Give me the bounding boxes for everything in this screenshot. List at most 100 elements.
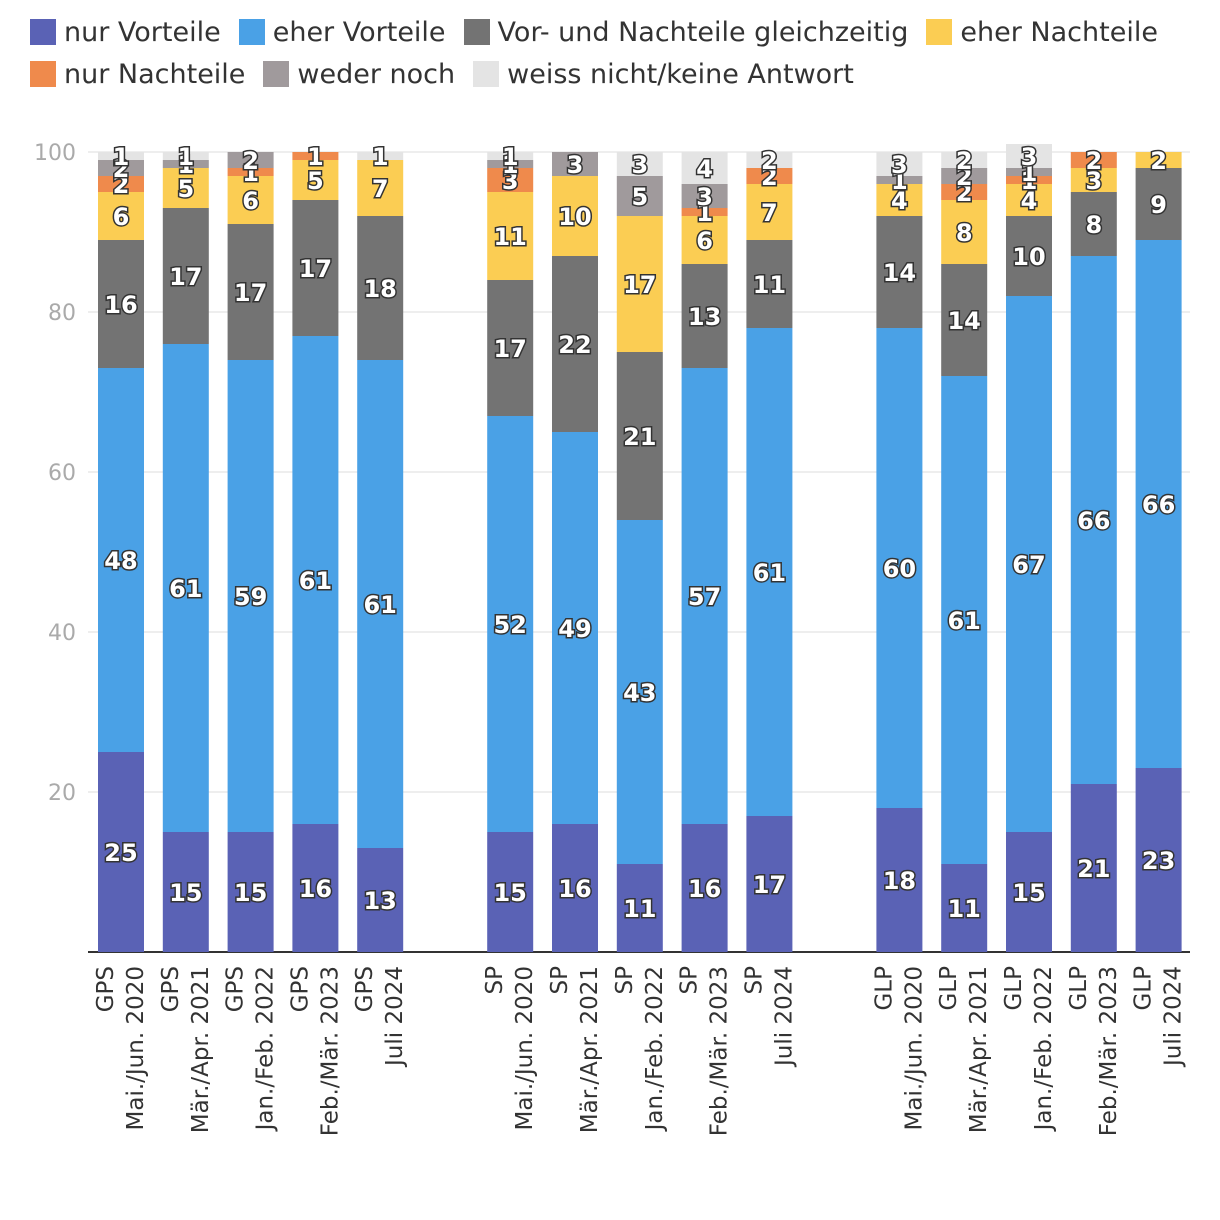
data-label: 16 <box>299 875 332 903</box>
x-label-party: GLP <box>1131 966 1157 1011</box>
bar-segment-sp-1-s2 <box>552 256 598 432</box>
bar-segment-glp-4-s0 <box>1135 768 1182 952</box>
y-tick-label: 60 <box>48 461 76 486</box>
x-label-period: Juli 2024 <box>771 966 797 1068</box>
bar-segment-sp-3-s6 <box>681 152 728 184</box>
data-label: 4 <box>891 187 908 215</box>
data-label: 15 <box>1012 879 1045 907</box>
data-label: 66 <box>1142 491 1175 519</box>
bar-segment-sp-0-s5 <box>487 160 534 168</box>
legend-item-4[interactable]: nur Nachteile <box>30 54 245 96</box>
bar-segment-gps-0-s1 <box>98 368 144 752</box>
bar-segment-sp-3-s2 <box>681 264 728 368</box>
data-label: 67 <box>1012 551 1045 579</box>
bar-segment-gps-4-s2 <box>357 216 404 360</box>
data-label: 3 <box>1085 167 1102 195</box>
data-label: 66 <box>1077 507 1110 535</box>
bar-segment-gps-1-s5 <box>162 160 209 168</box>
bar-segment-sp-2-s0 <box>616 864 663 952</box>
data-label: 18 <box>883 867 916 895</box>
bar-segment-sp-4-s4 <box>746 168 793 184</box>
bar-segment-sp-2-s6 <box>616 152 663 176</box>
legend-swatch <box>473 61 500 87</box>
bar-segment-sp-2-s2 <box>616 352 663 520</box>
bar-segment-gps-1-s1 <box>162 344 209 832</box>
data-label: 6 <box>696 227 713 255</box>
data-label: 3 <box>696 183 713 211</box>
bar-segment-sp-0-s6 <box>487 152 534 160</box>
data-label: 17 <box>623 271 656 299</box>
x-label-period: Mär./Apr. 2021 <box>577 966 603 1133</box>
data-label: 6 <box>113 203 130 231</box>
legend-swatch <box>463 19 490 45</box>
data-label: 10 <box>558 203 591 231</box>
data-label: 61 <box>363 591 396 619</box>
bar-segment-glp-3-s2 <box>1070 192 1117 256</box>
bar-segment-gps-3-s2 <box>292 200 339 336</box>
bar-segment-sp-4-s0 <box>746 816 793 952</box>
data-label: 61 <box>753 559 786 587</box>
bar-segment-sp-0-s3 <box>487 192 534 280</box>
data-label: 3 <box>891 151 908 179</box>
y-tick-label: 40 <box>48 621 76 646</box>
data-label: 1 <box>696 199 713 227</box>
bar-segment-sp-2-s3 <box>616 216 663 352</box>
data-label: 15 <box>234 879 267 907</box>
data-label: 1 <box>1021 167 1038 195</box>
bar-segment-sp-0-s4 <box>487 168 534 192</box>
x-label-period: Feb./Mär. 2023 <box>1096 966 1122 1136</box>
data-label: 49 <box>558 615 591 643</box>
bar-segment-sp-1-s5 <box>552 152 598 176</box>
bar-segment-gps-2-s2 <box>227 224 274 360</box>
bar-segment-glp-0-s1 <box>876 328 923 808</box>
x-label-party: GPS <box>287 966 313 1012</box>
legend-item-3[interactable]: eher Nachteile <box>926 12 1158 54</box>
legend-item-0[interactable]: nur Vorteile <box>30 12 221 54</box>
x-label-party: GLP <box>1001 966 1027 1011</box>
y-tick-label: 20 <box>48 781 76 806</box>
legend-item-1[interactable]: eher Vorteile <box>238 12 446 54</box>
bar-segment-glp-4-s3 <box>1135 152 1182 168</box>
x-label-party: GPS <box>158 966 184 1012</box>
bar-segment-sp-4-s2 <box>746 240 793 328</box>
bar-segment-gps-0-s4 <box>98 176 144 192</box>
data-label: 17 <box>299 255 332 283</box>
data-label: 5 <box>177 175 194 203</box>
legend-item-5[interactable]: weder noch <box>263 54 455 96</box>
bar-segment-gps-2-s0 <box>227 832 274 952</box>
data-label: 2 <box>761 147 778 175</box>
data-label: 11 <box>493 223 526 251</box>
data-label: 23 <box>1142 847 1175 875</box>
data-label: 14 <box>883 259 916 287</box>
bar-segment-glp-2-s0 <box>1006 832 1052 952</box>
legend-swatch <box>926 19 953 45</box>
data-label: 15 <box>169 879 202 907</box>
bar-segment-sp-3-s1 <box>681 368 728 824</box>
bar-segment-gps-0-s2 <box>98 240 144 368</box>
x-label-period: Mai./Jun. 2020 <box>901 966 927 1130</box>
bar-segment-gps-1-s0 <box>162 832 209 952</box>
bar-segment-sp-2-s1 <box>616 520 663 864</box>
bar-segment-gps-3-s1 <box>292 336 339 824</box>
legend-label: weiss nicht/keine Antwort <box>507 59 854 90</box>
data-label: 8 <box>1085 211 1102 239</box>
data-label: 1 <box>502 151 519 179</box>
data-label: 59 <box>234 583 267 611</box>
bar-segment-gps-2-s3 <box>227 176 274 224</box>
bar-segment-glp-0-s3 <box>876 184 923 216</box>
legend-item-6[interactable]: weiss nicht/keine Antwort <box>473 54 854 96</box>
legend-label: Vor- und Nachteile gleichzeitig <box>497 17 909 48</box>
bar-segment-gps-0-s0 <box>98 752 144 952</box>
bar-segment-glp-0-s2 <box>876 216 923 328</box>
bar-segment-glp-2-s6 <box>1006 144 1052 168</box>
x-label-period: Mär./Apr. 2021 <box>966 966 992 1133</box>
bar-segment-sp-0-s0 <box>487 832 534 952</box>
bar-segment-gps-0-s3 <box>98 192 144 240</box>
data-label: 17 <box>234 279 267 307</box>
data-label: 2 <box>1085 147 1102 175</box>
data-label: 52 <box>493 611 526 639</box>
bar-segment-gps-3-s0 <box>292 824 339 952</box>
legend-item-2[interactable]: Vor- und Nachteile gleichzeitig <box>463 12 909 54</box>
data-label: 7 <box>761 199 778 227</box>
